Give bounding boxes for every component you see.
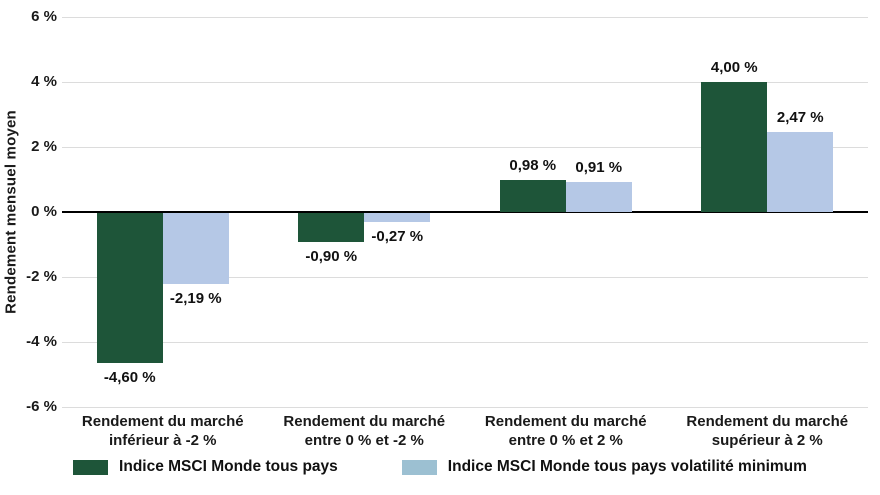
x-category-label-line: entre 0 % et 2 %	[508, 432, 623, 449]
y-tick-label: 2 %	[31, 138, 57, 155]
x-category-label: Rendement du marché supérieur à 2 %	[667, 412, 869, 450]
x-category-label-line: inférieur à -2 %	[108, 432, 217, 449]
y-tick-label: -2 %	[26, 268, 57, 285]
bar-series-1-group-2	[565, 182, 632, 212]
zero-axis-line	[62, 211, 868, 213]
legend-item-msci-world-min-vol: Indice MSCI Monde tous pays volatilité m…	[401, 458, 807, 476]
x-category-label-line: supérieur à 2 %	[711, 432, 823, 449]
bar-value-label: 4,00 %	[710, 59, 758, 76]
gridline	[62, 277, 868, 278]
bar-series-1-group-0	[162, 213, 229, 285]
y-tick-label: 4 %	[31, 73, 57, 90]
y-tick-label: 0 %	[31, 203, 57, 220]
gridline	[62, 82, 868, 83]
bar-value-label: 2,47 %	[776, 108, 824, 126]
x-category-label-line: Rendement du marché	[283, 413, 446, 430]
x-category-label-line: Rendement du marché	[686, 413, 849, 430]
x-category-label-line: Rendement du marché	[484, 413, 647, 430]
x-category-label: Rendement du marché entre 0 % et 2 %	[465, 412, 667, 450]
y-tick-label: -4 %	[26, 333, 57, 350]
gridline	[62, 147, 868, 148]
bar-value-label: -2,19 %	[169, 290, 222, 308]
legend-swatch-icon	[73, 459, 109, 475]
bar-series-0-group-1	[298, 213, 365, 243]
bar-value-label: 0,91 %	[575, 159, 623, 177]
bar-series-1-group-1	[364, 213, 431, 222]
gridline	[62, 342, 868, 343]
y-tick-label: 6 %	[31, 8, 57, 25]
bar-series-0-group-2	[499, 180, 566, 212]
x-category-label-line: entre 0 % et -2 %	[304, 432, 424, 449]
bar-series-1-group-3	[767, 131, 834, 212]
legend-label: Indice MSCI Monde tous pays	[119, 458, 338, 475]
bar-series-0-group-0	[96, 213, 163, 363]
bar-value-label: -0,90 %	[305, 248, 358, 266]
plot-area: -4,60 % -2,19 % -0,90 % -0,27 % 0,98 % 0,91 %…	[62, 17, 868, 408]
bar-value-label: -0,27 %	[371, 227, 424, 245]
legend-item-msci-world: Indice MSCI Monde tous pays	[73, 458, 338, 476]
x-category-label-line: Rendement du marché	[81, 413, 244, 430]
legend-label: Indice MSCI Monde tous pays volatilité m…	[447, 458, 807, 475]
legend-swatch-icon	[401, 459, 437, 475]
bar-value-label: 0,98 %	[509, 157, 557, 175]
gridline	[62, 407, 868, 408]
bar-series-0-group-3	[701, 82, 768, 212]
y-tick-label: -6 %	[26, 398, 57, 415]
bar-value-label: -4,60 %	[103, 368, 156, 386]
legend: Indice MSCI Monde tous pays Indice MSCI …	[0, 458, 880, 476]
gridline	[62, 17, 868, 18]
x-category-label: Rendement du marché entre 0 % et -2 %	[264, 412, 466, 450]
x-category-label: Rendement du marché inférieur à -2 %	[62, 412, 264, 450]
